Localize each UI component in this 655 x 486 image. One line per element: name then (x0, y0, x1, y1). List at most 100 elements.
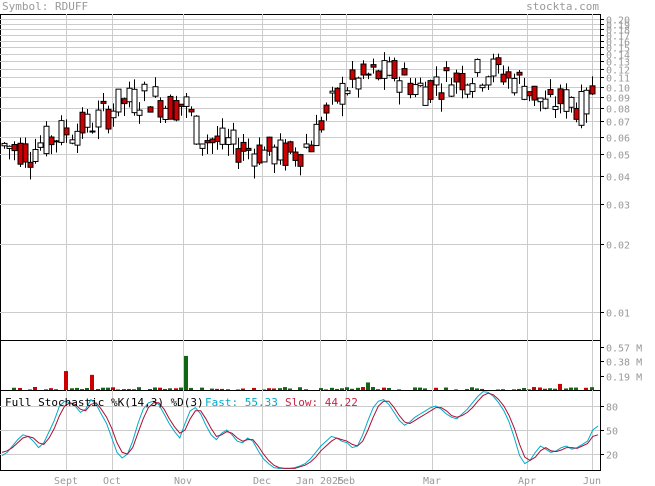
candle-body (334, 87, 341, 102)
site-label[interactable]: stockta.com (526, 0, 599, 13)
candle-body (412, 84, 419, 96)
price-tick-label: 0.18 (606, 26, 630, 37)
candle-body (141, 83, 148, 92)
candle-body (448, 84, 455, 97)
candle-body (474, 58, 481, 74)
candle-body (251, 153, 258, 167)
volume-bar (210, 388, 214, 390)
candle-body (308, 144, 315, 153)
volume-bar (324, 389, 328, 390)
candle-body (193, 115, 200, 145)
candle-body (542, 98, 549, 109)
volume-bar (75, 387, 79, 390)
x-tick-label: Jun (583, 476, 601, 486)
candle-body (433, 76, 440, 86)
volume-bar (298, 387, 302, 390)
candle-body (11, 143, 18, 152)
stochastic-tick-label: 50 (606, 427, 618, 438)
volume-bar (418, 387, 422, 390)
candle-body (126, 87, 133, 103)
volume-bar (226, 389, 230, 390)
candle-body (100, 100, 107, 104)
price-tick-label: 0.02 (606, 241, 630, 252)
price-tick-label: 0.05 (606, 151, 630, 162)
candle-body (17, 142, 24, 165)
volume-bar (220, 388, 224, 390)
stochastic-line-slow (1, 392, 599, 469)
candle-body (136, 109, 143, 116)
volume-bar (288, 388, 292, 390)
candle-body (84, 113, 91, 128)
price-tick-label: 0.20 (606, 16, 630, 27)
volume-bar (90, 374, 94, 390)
volume-bar (49, 388, 53, 390)
volume-bar (527, 389, 531, 390)
candle-body (209, 138, 216, 144)
volume-bar (496, 389, 500, 390)
price-tick-label: 0.11 (606, 74, 630, 85)
candle-body (443, 67, 450, 72)
candle-body (74, 130, 81, 146)
volume-bar (434, 387, 438, 390)
price-tick-label: 0.10 (606, 84, 630, 95)
candle-body (381, 60, 388, 79)
price-tick-label: 0.08 (606, 105, 630, 116)
candle-body (48, 136, 55, 146)
volume-bar (148, 389, 152, 390)
volume-bar (584, 387, 588, 390)
volume-bar (538, 387, 542, 390)
candle-body (121, 98, 128, 105)
candle-body (370, 64, 377, 68)
candle-body (261, 149, 268, 163)
candle-body (417, 82, 424, 87)
candle-body (303, 143, 310, 148)
price-tick-label: 0.03 (606, 201, 630, 212)
candle-body (287, 141, 294, 153)
volume-bar (522, 388, 526, 390)
candle-body (32, 149, 39, 163)
candle-body (152, 86, 159, 97)
candle-body (37, 142, 44, 148)
volume-bar (564, 388, 568, 390)
candle-body (256, 144, 263, 164)
candle-body (464, 84, 471, 95)
candle-body (500, 73, 507, 83)
volume-bar (116, 389, 120, 390)
volume-bar (28, 389, 32, 390)
volume-bar (64, 371, 68, 390)
candle-body (95, 109, 102, 128)
candle-body (427, 80, 434, 100)
candle-body (115, 88, 122, 113)
candle-body (53, 140, 60, 143)
candle-body (557, 88, 564, 105)
volume-bar (236, 389, 240, 390)
volume-bar (350, 388, 354, 390)
price-tick-label: 0.06 (606, 134, 630, 145)
volume-bar (163, 388, 167, 390)
candle-body (339, 82, 346, 105)
candle-body (79, 111, 86, 134)
candle-body (58, 120, 65, 143)
stochastic-tick-label: 80 (606, 403, 618, 414)
volume-bar (272, 388, 276, 390)
candle-body (422, 86, 429, 106)
volume-bar (569, 387, 573, 390)
volume-bar (44, 389, 48, 390)
candle-body (375, 70, 382, 80)
x-tick-label: Dec (253, 476, 271, 486)
price-tick-label: 0.09 (606, 94, 630, 105)
candle-body (573, 107, 580, 120)
volume-bar (340, 388, 344, 390)
candle-body (271, 146, 278, 165)
volume-bar (189, 387, 193, 390)
volume-bar (267, 388, 271, 390)
volume-bar (80, 389, 84, 390)
volume-bar (179, 387, 183, 390)
candle-body (204, 140, 211, 144)
volume-axis: 0.57 M 0.38 M 0.19 M (600, 344, 642, 384)
candle-body (396, 80, 403, 93)
volume-bar (501, 389, 505, 390)
volume-bar (330, 387, 334, 390)
candle-body (495, 57, 502, 66)
candle-body (245, 147, 252, 151)
